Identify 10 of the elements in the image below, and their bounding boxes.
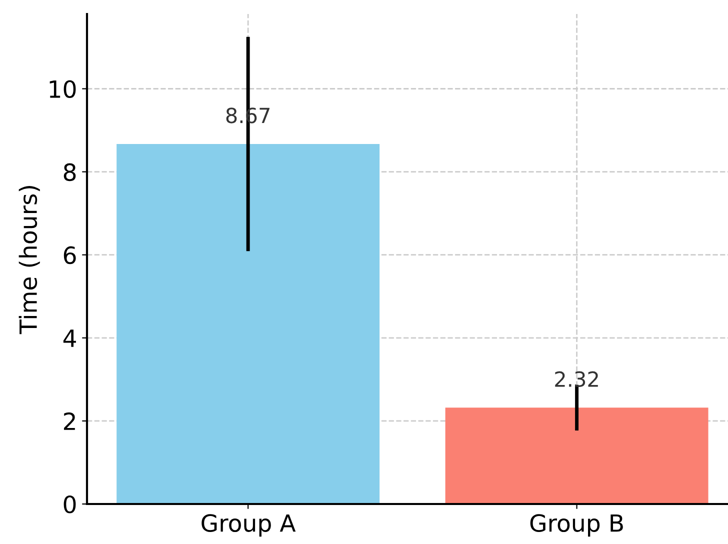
y-tick-label: 8 xyxy=(64,163,76,182)
y-axis-title: Time (hours) xyxy=(18,186,40,334)
x-tick-label: Group B xyxy=(530,514,623,537)
y-tick-label: 4 xyxy=(63,330,76,347)
y-tick-label: 10 xyxy=(50,80,76,98)
x-tick-label: Group A xyxy=(202,514,296,537)
data-label: 2.32 xyxy=(555,371,598,388)
y-tick-label: 6 xyxy=(64,246,76,264)
y-tick-label: 2 xyxy=(64,412,75,430)
y-tick-label: 0 xyxy=(64,495,76,514)
